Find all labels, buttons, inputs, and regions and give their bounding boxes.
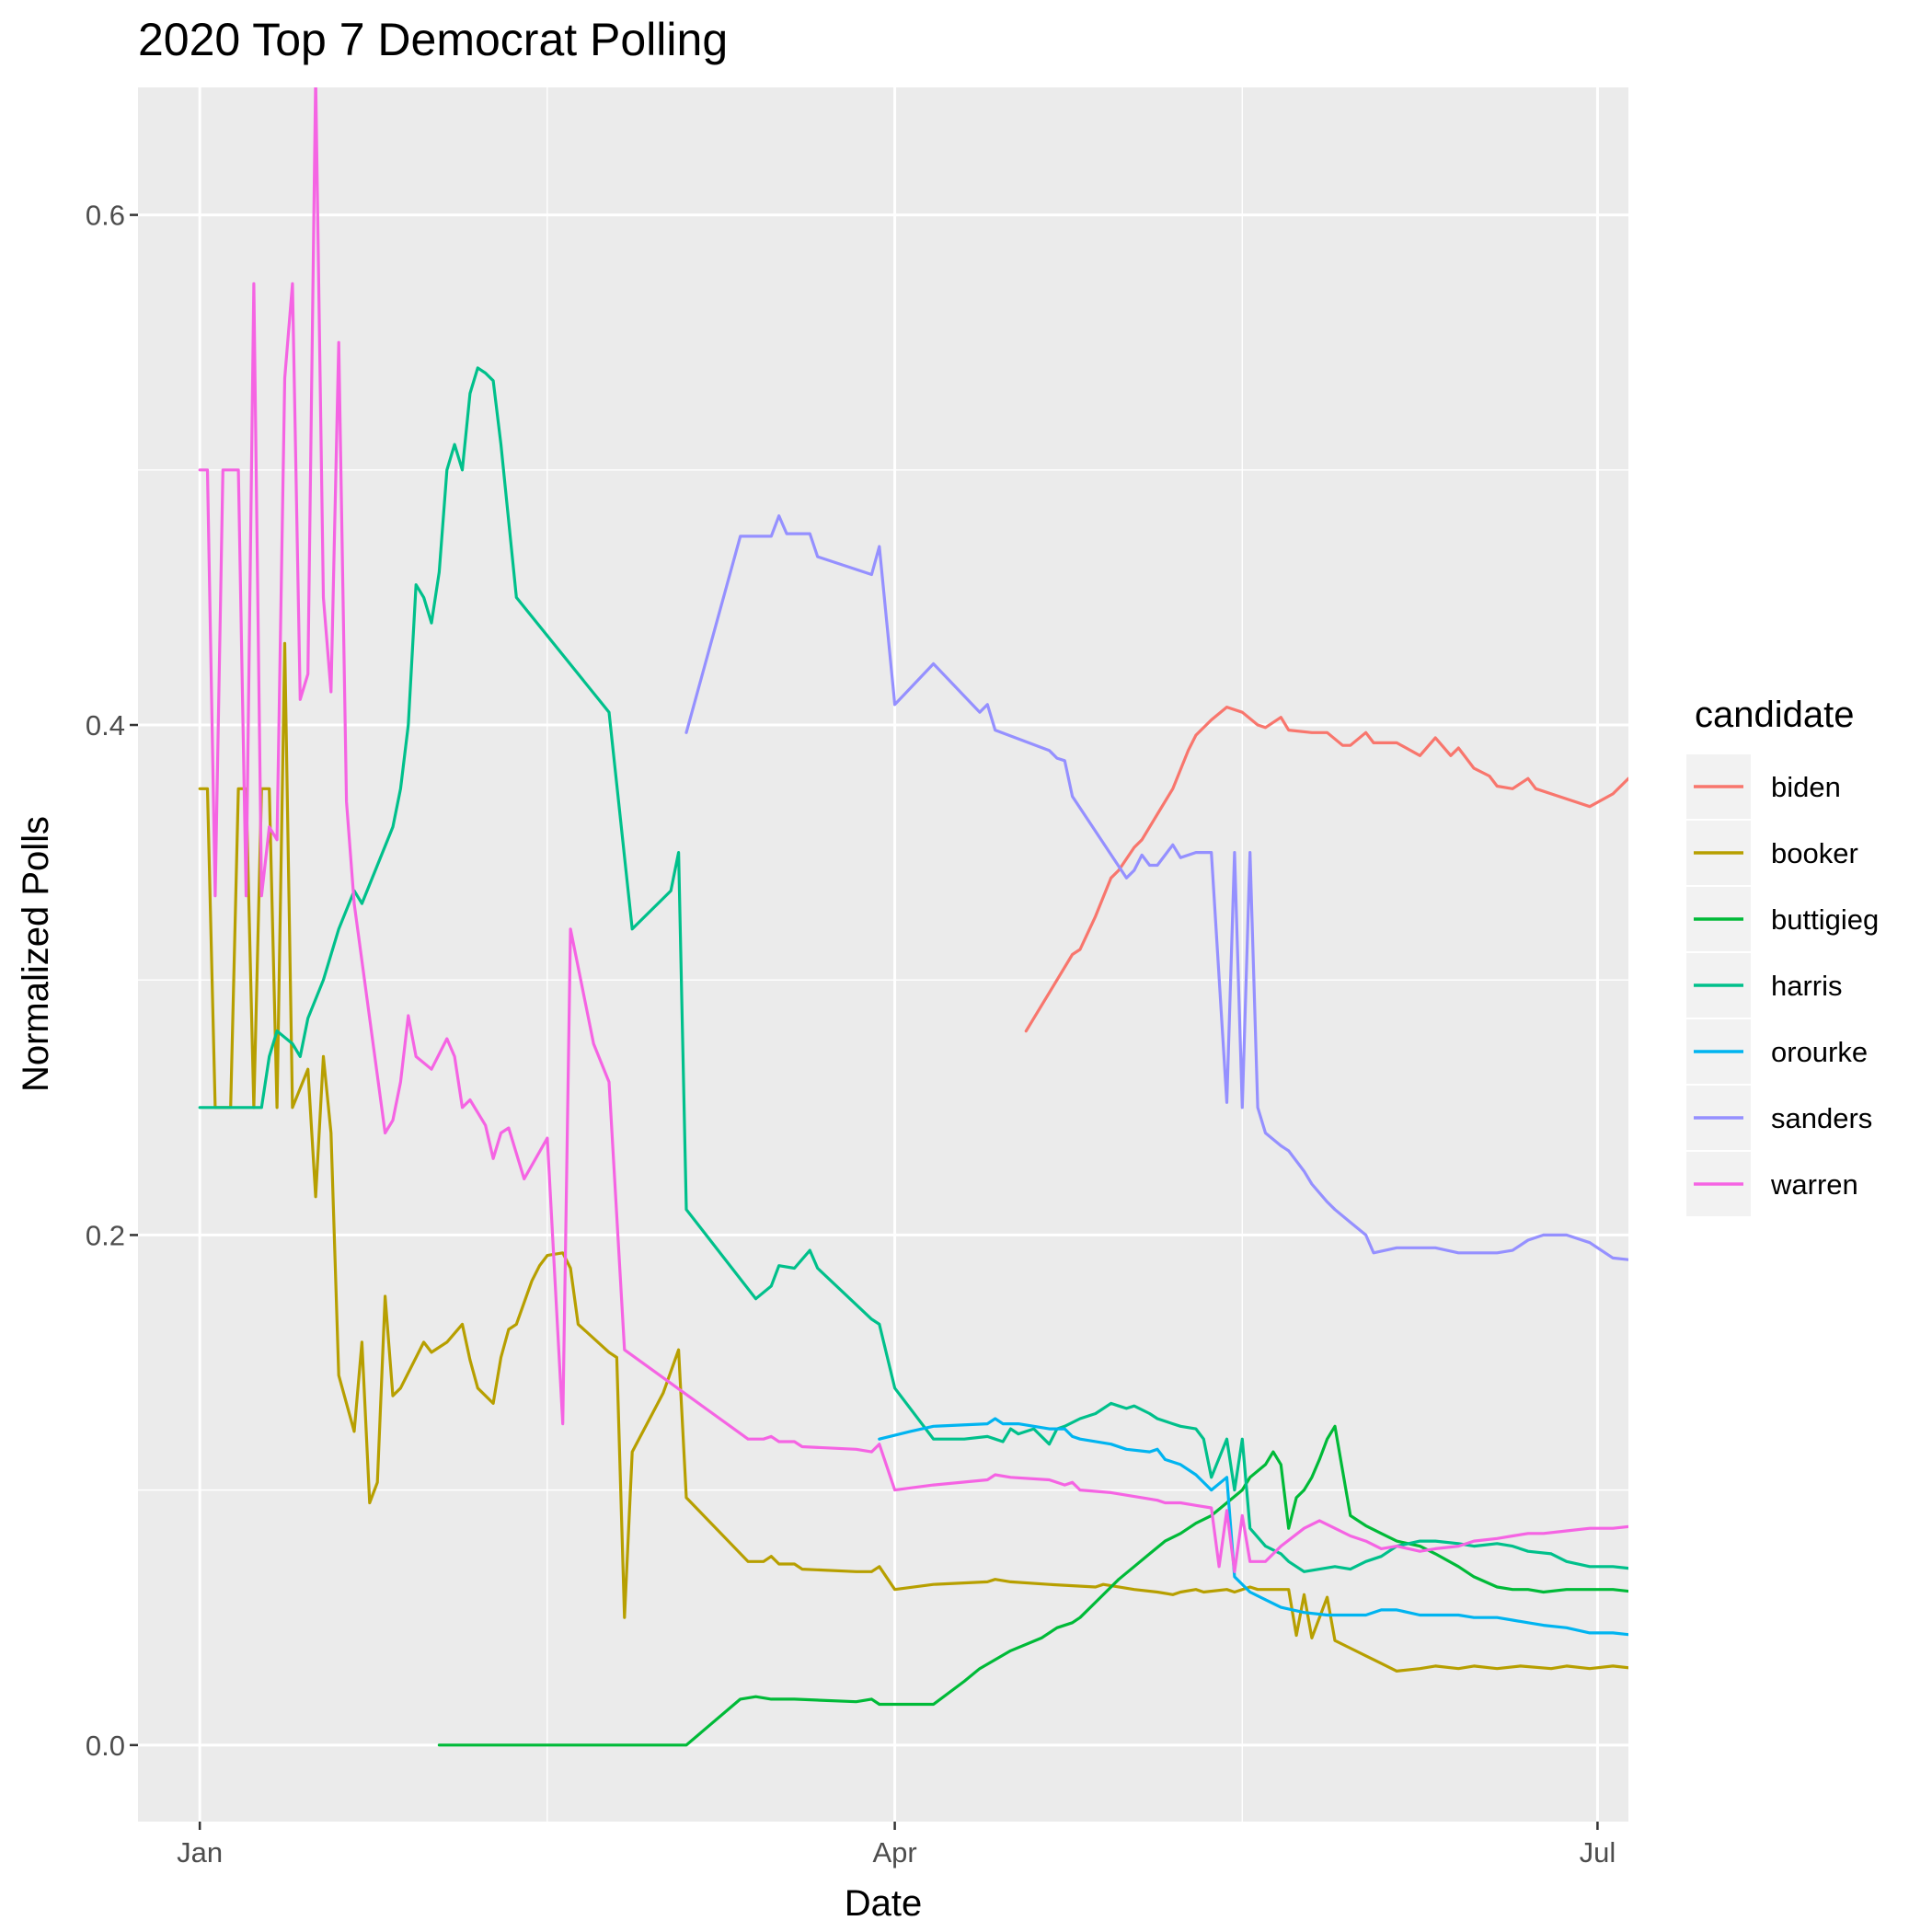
legend-label: warren bbox=[1770, 1168, 1858, 1201]
legend-label: buttigieg bbox=[1771, 903, 1879, 936]
series-line-sanders bbox=[684, 514, 1628, 1261]
series-line-biden bbox=[1024, 706, 1628, 1033]
y-tick-label: 0.2 bbox=[86, 1219, 125, 1251]
legend-title: candidate bbox=[1695, 695, 1854, 735]
x-tick-label: Jan bbox=[177, 1836, 223, 1869]
y-tick-label: 0.6 bbox=[86, 200, 125, 232]
legend: candidate biden booker buttigieg harris orou… bbox=[1686, 695, 1879, 1216]
y-tick-label: 0.0 bbox=[86, 1730, 125, 1762]
legend-label: orourke bbox=[1771, 1036, 1868, 1068]
series-line-warren bbox=[198, 87, 1628, 1573]
y-axis-title: Normalized Polls bbox=[16, 816, 56, 1092]
series-line-buttigieg bbox=[437, 1424, 1628, 1747]
legend-item-harris: harris bbox=[1686, 953, 1843, 1018]
chart-title: 2020 Top 7 Democrat Polling bbox=[138, 14, 728, 65]
legend-label: sanders bbox=[1771, 1102, 1872, 1134]
legend-item-sanders: sanders bbox=[1686, 1086, 1872, 1150]
legend-item-biden: biden bbox=[1686, 754, 1841, 819]
legend-item-warren: warren bbox=[1686, 1152, 1858, 1216]
legend-item-orourke: orourke bbox=[1686, 1019, 1868, 1084]
legend-label: biden bbox=[1771, 771, 1841, 803]
legend-item-buttigieg: buttigieg bbox=[1686, 887, 1879, 951]
series-line-booker bbox=[198, 641, 1628, 1673]
series-line-harris bbox=[198, 366, 1628, 1573]
series-lines bbox=[198, 87, 1628, 1747]
legend-item-booker: booker bbox=[1686, 821, 1858, 885]
x-tick-label: Apr bbox=[872, 1836, 916, 1869]
axes: 0.0 0.2 0.4 0.6 Jan Apr Jul bbox=[86, 200, 1616, 1869]
x-axis-title: Date bbox=[845, 1883, 923, 1924]
legend-label: harris bbox=[1771, 970, 1843, 1002]
grid-lines bbox=[138, 87, 1628, 1822]
y-tick-label: 0.4 bbox=[86, 709, 125, 742]
x-tick-label: Jul bbox=[1580, 1836, 1616, 1869]
series-line-orourke bbox=[878, 1417, 1628, 1637]
legend-label: booker bbox=[1771, 837, 1858, 869]
